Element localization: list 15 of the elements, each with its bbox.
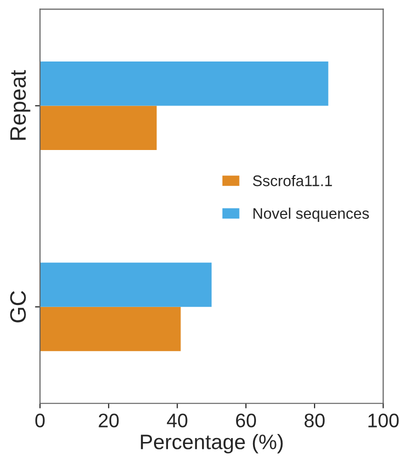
bar — [40, 62, 328, 106]
bar — [40, 306, 181, 352]
x-tick-label: 100 — [368, 414, 399, 428]
legend-label: Sscrofa11.1 — [252, 175, 332, 186]
bar — [40, 262, 212, 307]
y-tick-label: GC — [10, 291, 26, 322]
bar — [40, 106, 157, 150]
x-tick-label: 60 — [236, 414, 256, 428]
legend-label: Novel sequences — [254, 208, 369, 222]
x-tick-label: 40 — [166, 414, 188, 428]
x-axis-title: Percentage (%) — [140, 434, 283, 454]
x-tick-label: 80 — [304, 414, 325, 428]
x-tick-label: 0 — [35, 414, 45, 428]
x-tick-label: 20 — [98, 414, 119, 428]
y-tick-label: Repeat — [10, 70, 30, 140]
